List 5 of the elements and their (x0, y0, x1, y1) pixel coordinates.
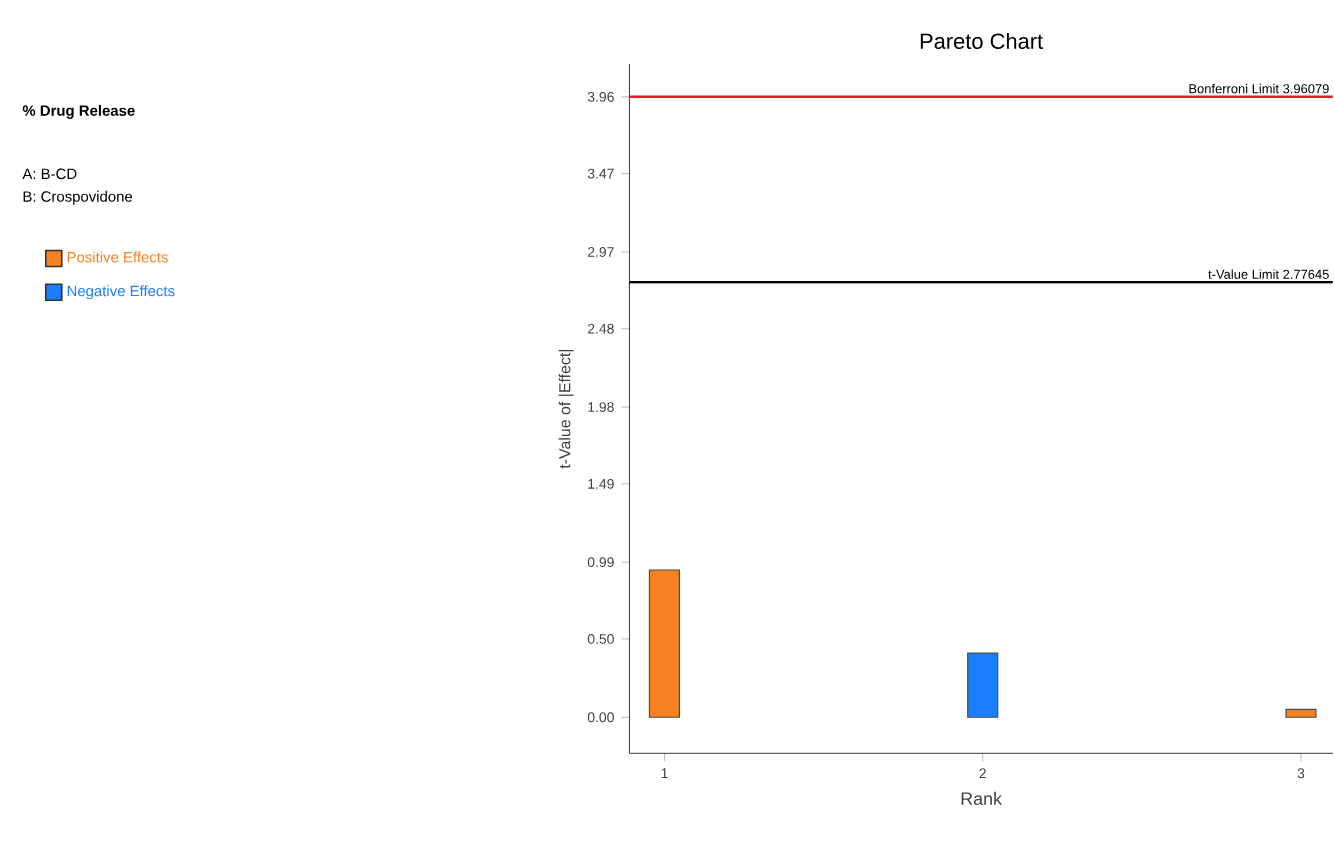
bar (1285, 709, 1317, 719)
bar (967, 652, 999, 719)
chart-title: Pareto Chart (920, 33, 1043, 50)
x-axis-title: Rank (961, 792, 1003, 806)
bar (648, 569, 681, 719)
